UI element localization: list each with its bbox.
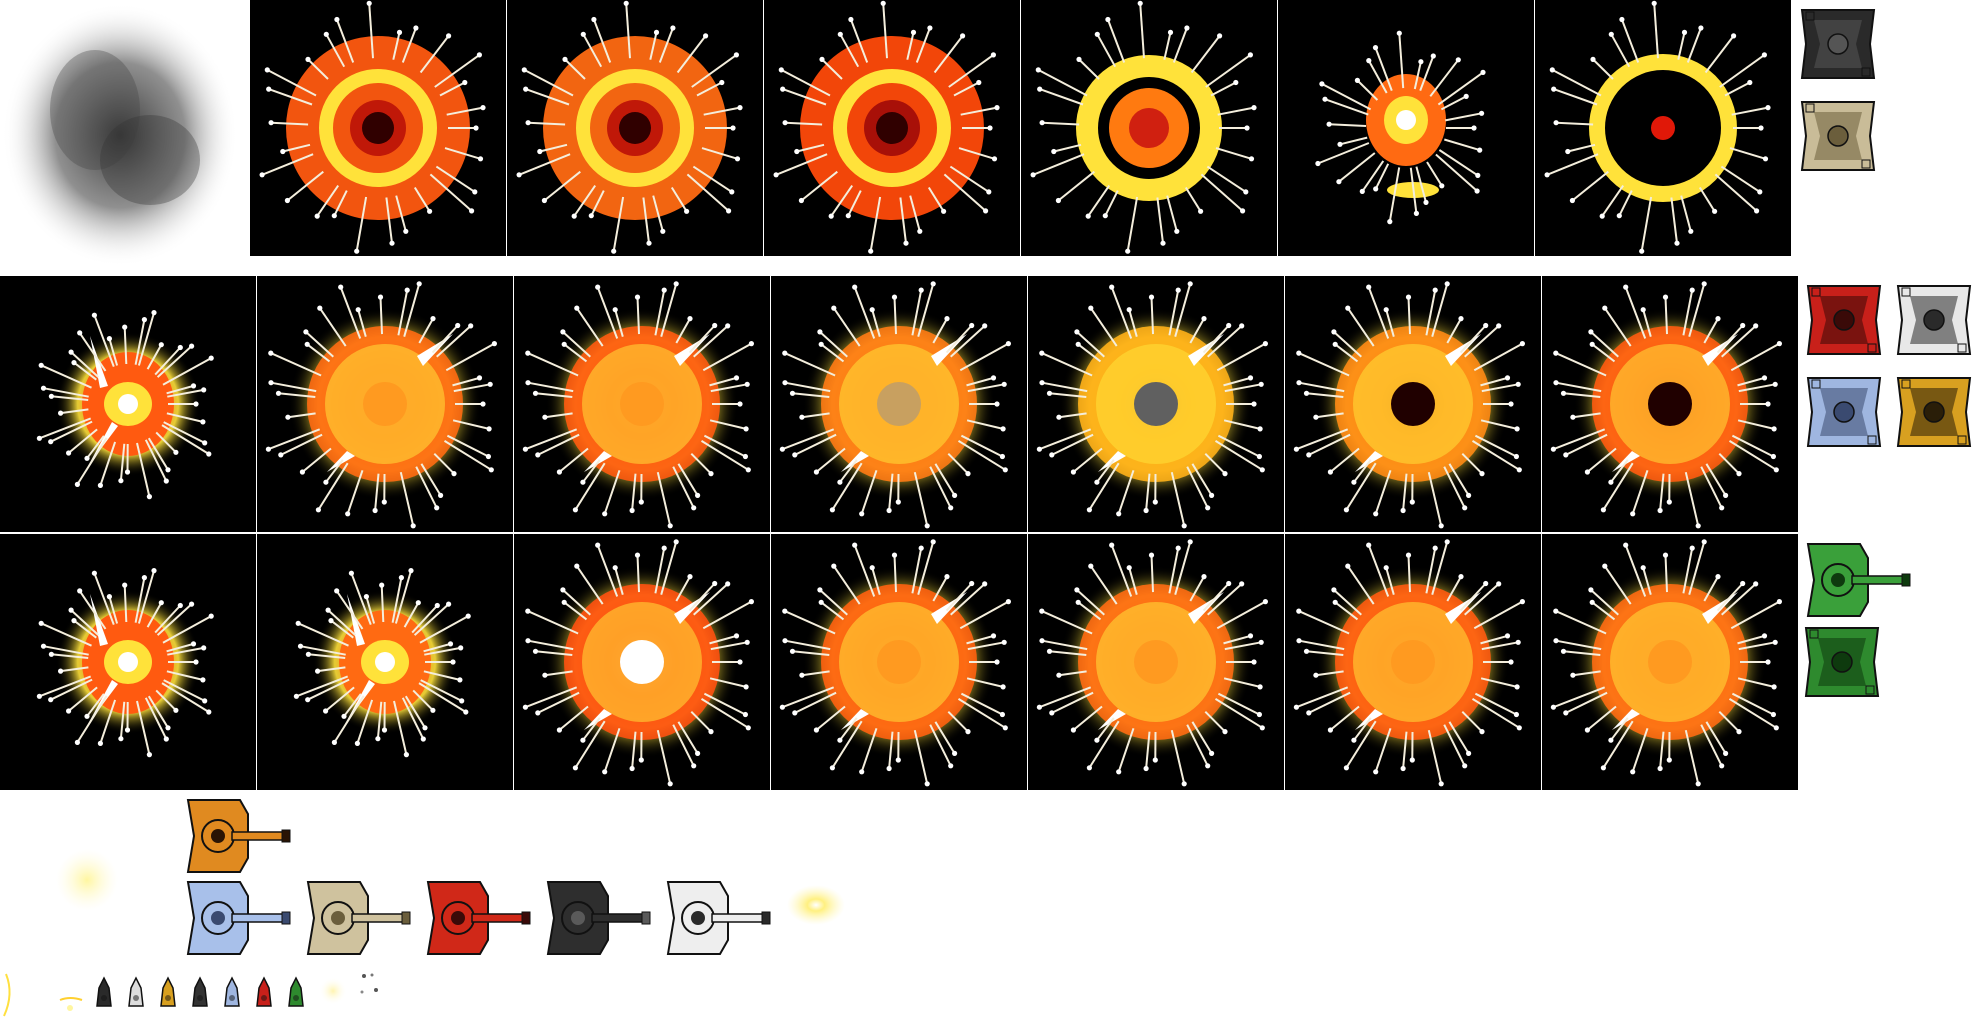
mini-tank-black-icon [94,976,114,1008]
explosion-frame-r3-f6 [1285,534,1541,790]
tank-hull-black-icon [1798,4,1878,84]
mini-tank-green-icon [286,976,306,1008]
mini-tank-blue-icon [222,976,242,1008]
explosion-frame-r2-f7 [1542,276,1798,532]
tank-hull-red-icon [1804,280,1884,360]
explosion-frame-r3-f2 [257,534,513,790]
tank-hull-tiger-icon [1894,372,1974,452]
tank-black-icon [544,878,654,958]
explosion-frame-r2-f5 [1028,276,1284,532]
explosion-frame-r1-f4 [1021,0,1277,256]
small-glow-icon [318,976,348,1006]
tank-zebra-icon [664,878,774,958]
explosion-frame-r1-f1 [250,0,506,256]
tank-hull-green-icon [1802,620,1882,704]
explosion-frame-r1-f6 [1535,0,1791,256]
explosion-frame-r1-f2 [507,0,763,256]
explosion-frame-r2-f4 [771,276,1027,532]
tank-hull-blue-icon [1804,372,1884,452]
mini-tank-red-icon [254,976,274,1008]
explosion-frame-r2-f2 [257,276,513,532]
smoke-cloud-icon [0,0,240,270]
flame-strip-icon [0,970,90,1020]
tank-green-icon [1804,540,1914,620]
mini-tank-black-icon [190,976,210,1008]
tank-red-icon [424,878,534,958]
tank-desert-icon [304,878,414,958]
explosion-frame-r1-f5 [1278,0,1534,256]
mini-tank-zebra-icon [126,976,146,1008]
tank-tiger-icon [184,796,294,876]
tank-hull-zebra-icon [1894,280,1974,360]
explosion-frame-r2-f3 [514,276,770,532]
explosion-frame-r2-f1 [0,276,256,532]
explosion-frame-r1-f3 [764,0,1020,256]
explosion-frame-r3-f5 [1028,534,1284,790]
explosion-frame-r3-f7 [1542,534,1798,790]
explosion-frame-r3-f4 [771,534,1027,790]
tank-hull-desert-icon [1798,96,1878,176]
tank-blue-icon [184,878,294,958]
mini-tank-tiger-icon [158,976,178,1008]
explosion-frame-r3-f1 [0,534,256,790]
glow-orb-icon [55,848,119,912]
debris-icon [352,970,386,1000]
explosion-frame-r2-f6 [1285,276,1541,532]
muzzle-flash-icon [786,880,846,930]
explosion-frame-r3-f3 [514,534,770,790]
